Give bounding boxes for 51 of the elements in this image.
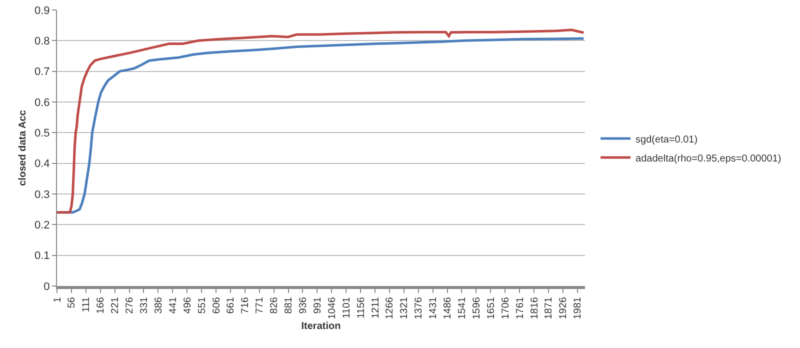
legend-label: adadelta(rho=0.95,eps=0.00001) xyxy=(636,153,782,164)
y-tick-label: 0.1 xyxy=(34,250,50,262)
x-tick-label: 56 xyxy=(66,296,78,308)
x-tick-label: 1761 xyxy=(514,296,526,320)
x-tick-label: 1871 xyxy=(544,296,555,320)
x-tick-label: 221 xyxy=(110,296,122,314)
x-tick-label: 1651 xyxy=(486,296,497,320)
x-tick-label: 1596 xyxy=(471,296,482,320)
y-tick-label: 0.5 xyxy=(34,128,50,140)
x-tick-label: 1211 xyxy=(370,296,382,319)
x-tick-label: 1376 xyxy=(414,296,425,320)
x-tick-label: 331 xyxy=(138,296,150,314)
x-tick-label: 1101 xyxy=(341,296,352,319)
x-tick-label: 386 xyxy=(153,296,164,314)
y-tick-label: 0.6 xyxy=(34,96,50,109)
x-axis-title: Iteration xyxy=(301,320,341,332)
x-tick-label: 991 xyxy=(312,296,324,314)
x-tick-label: 551 xyxy=(196,296,208,314)
y-tick-label: 0.3 xyxy=(34,188,50,201)
y-tick-label: 0.4 xyxy=(34,158,50,170)
x-tick-label: 496 xyxy=(182,296,194,314)
y-tick-label: 0.8 xyxy=(34,36,50,48)
y-axis-title: closed data Acc xyxy=(18,110,29,186)
x-tick-label: 1541 xyxy=(456,296,468,320)
x-tick-label: 771 xyxy=(254,296,266,314)
x-tick-label: 1266 xyxy=(384,296,396,320)
x-tick-label: 441 xyxy=(168,296,179,314)
x-tick-label: 606 xyxy=(211,296,222,314)
x-tick-label: 716 xyxy=(240,296,252,314)
x-tick-label: 276 xyxy=(124,296,136,314)
x-tick-label: 1486 xyxy=(442,296,454,320)
x-tick-label: 1816 xyxy=(529,296,540,320)
x-tick-label: 936 xyxy=(298,296,309,314)
x-tick-label: 826 xyxy=(269,296,280,314)
x-tick-label: 1321 xyxy=(399,296,410,320)
y-tick-label: 0 xyxy=(44,280,50,293)
legend-label: sgd(eta=0.01) xyxy=(636,134,698,146)
y-tick-label: 0.7 xyxy=(34,66,50,78)
x-tick-label: 661 xyxy=(226,296,237,314)
x-tick-label: 1926 xyxy=(558,296,570,320)
x-tick-label: 1046 xyxy=(326,296,338,320)
x-tick-label: 111 xyxy=(81,296,92,312)
x-tick-label: 1431 xyxy=(428,296,440,320)
y-tick-label: 0.2 xyxy=(34,220,50,232)
x-tick-label: 1 xyxy=(52,296,64,303)
x-tick-label: 1981 xyxy=(572,296,584,320)
x-tick-label: 1156 xyxy=(356,296,367,319)
x-tick-label: 1706 xyxy=(500,296,512,320)
x-tick-label: 881 xyxy=(284,296,295,314)
x-tick-label: 166 xyxy=(96,296,107,314)
y-tick-label: 0.9 xyxy=(34,4,50,17)
